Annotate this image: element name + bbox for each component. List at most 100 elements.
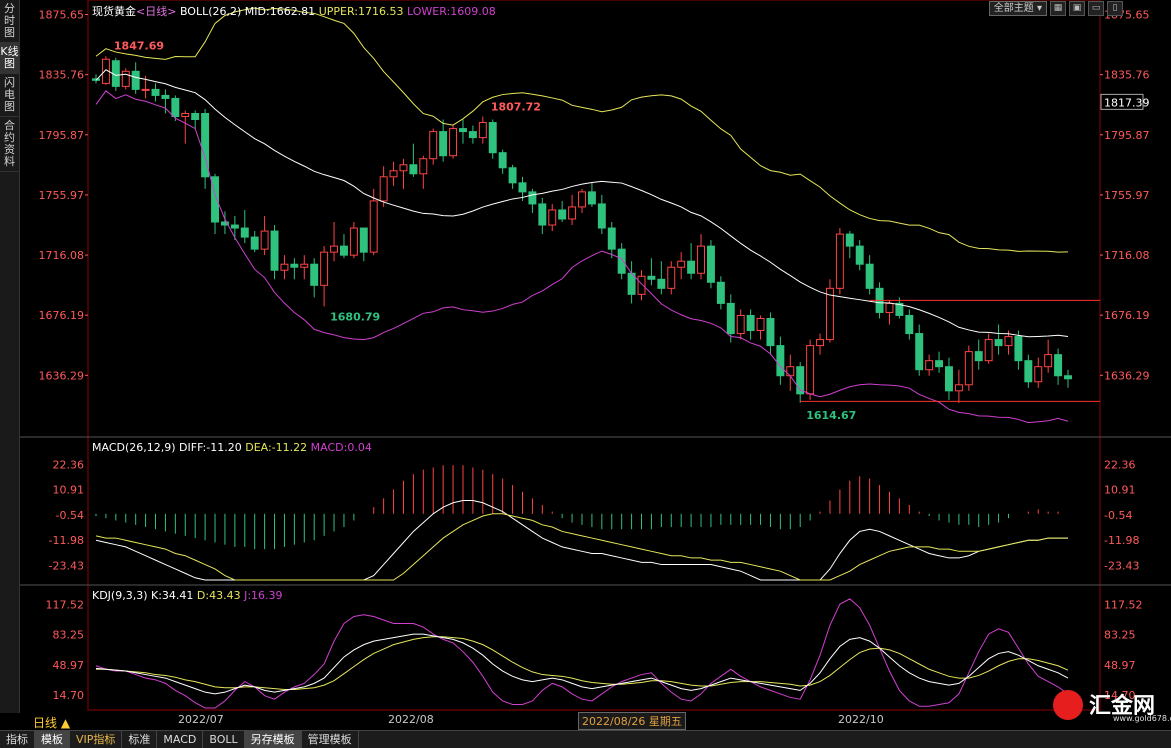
price-tick-right: 1835.76: [1104, 69, 1150, 82]
candle-body: [865, 263, 874, 289]
candle-body: [806, 345, 815, 395]
candle-body: [1004, 336, 1013, 347]
macd-panel-frame: [87, 436, 1101, 586]
macd-tick-left: -0.54: [56, 509, 84, 522]
tab-timeshare[interactable]: 分时图: [0, 0, 19, 43]
candle-body: [399, 164, 408, 172]
candle-body: [131, 70, 140, 90]
annotation-low2: 1614.67: [806, 409, 856, 422]
tab-manage-templates[interactable]: 管理模板: [302, 731, 359, 748]
price-tick-left: 1795.87: [39, 129, 85, 142]
window-icon[interactable]: ▣: [1069, 1, 1085, 16]
kdj-tick-left: 48.97: [53, 659, 85, 672]
kdj-k-line: [95, 633, 1069, 695]
candle-body: [558, 209, 567, 220]
current-price-label: 1817.39: [1104, 96, 1150, 109]
kdj-tick-right: 83.25: [1104, 629, 1136, 642]
candle-body: [825, 287, 834, 341]
candle-body: [468, 131, 477, 139]
period-tag: <日线>: [136, 5, 177, 18]
macd-dea-line: [95, 513, 1068, 581]
cursor-date: 2022/08/26 星期五: [578, 712, 686, 730]
candle-body: [488, 122, 497, 154]
macd-tick-right: -0.54: [1104, 509, 1132, 522]
kdj-tick-right: 48.97: [1104, 659, 1136, 672]
macd-tick-left: 22.36: [53, 458, 85, 471]
tab-save-template[interactable]: 另存模板: [244, 731, 302, 748]
tab-boll[interactable]: BOLL: [203, 731, 245, 748]
price-tick-left: 1755.97: [39, 189, 85, 202]
top-controls: 全部主题 ▾ ▦ ▣ ▭ ▯: [988, 1, 1123, 16]
kdj-panel-frame: [87, 584, 1101, 711]
macd-tick-right: 22.36: [1104, 458, 1136, 471]
candle-body: [756, 317, 765, 332]
candle-body: [766, 317, 775, 347]
candle-body: [528, 191, 537, 205]
candle-body: [171, 97, 180, 118]
boll-upper: UPPER:1716.53: [318, 5, 404, 18]
period-selector[interactable]: 日线 ▲: [33, 716, 71, 730]
tab-standard[interactable]: 标准: [122, 731, 158, 748]
candle-body: [538, 203, 547, 226]
candle-body: [597, 203, 606, 229]
brand-logo: 汇金网 www.gold678.com: [1053, 688, 1171, 726]
layout-icon[interactable]: ▦: [1050, 1, 1066, 16]
candle-body: [796, 366, 805, 395]
candle-body: [1014, 336, 1023, 362]
theme-dropdown[interactable]: 全部主题 ▾: [988, 1, 1047, 16]
candle-body: [161, 94, 170, 99]
candle-body: [885, 302, 894, 313]
price-tick-left: 1835.76: [39, 69, 85, 82]
macd-tick-left: -23.43: [49, 560, 84, 573]
tab-flash-chart[interactable]: 闪电图: [0, 74, 19, 117]
candle-body: [1024, 360, 1033, 383]
annotation-high2: 1807.72: [491, 101, 541, 114]
macd-tick-right: -23.43: [1104, 560, 1139, 573]
date-label-oct: 2022/10: [838, 713, 884, 726]
candle-body: [300, 263, 309, 268]
candle-body: [220, 221, 229, 226]
candle-body: [607, 227, 616, 250]
candle-body: [706, 245, 715, 283]
tab-kline[interactable]: K线图: [0, 43, 19, 74]
panel-icon[interactable]: ▭: [1088, 1, 1104, 16]
candle-body: [954, 384, 963, 392]
candle-body: [1064, 375, 1072, 380]
candle-body: [379, 176, 388, 202]
boll-mid: MID:1662.81: [244, 5, 316, 18]
split-icon[interactable]: ▯: [1107, 1, 1123, 16]
candle-body: [191, 113, 200, 121]
candle-body: [449, 128, 458, 157]
boll-mid-line: [95, 69, 1069, 338]
tab-indicators[interactable]: 指标: [0, 731, 35, 748]
macd-label: MACD(26,12,9): [92, 441, 176, 454]
candle-body: [310, 263, 319, 286]
price-tick-right: 1716.08: [1104, 249, 1150, 262]
tab-vip-indicators[interactable]: VIP指标: [70, 731, 123, 748]
candle-body: [786, 366, 795, 377]
candle-body: [330, 245, 339, 253]
candle-body: [835, 233, 844, 289]
candle-body: [776, 345, 785, 377]
date-label-jul: 2022/07: [178, 713, 224, 726]
candle-body: [667, 266, 676, 289]
candle-body: [359, 227, 368, 253]
kdj-d-line: [96, 636, 1069, 691]
candle-body: [726, 302, 735, 335]
candle-body: [181, 113, 190, 118]
tab-templates[interactable]: 模板: [35, 731, 70, 748]
boll-upper-line: [95, 7, 1069, 253]
macd-tick-right: 10.91: [1104, 484, 1136, 497]
left-sidebar: 分时图 K线图 闪电图 合约资料: [0, 0, 20, 713]
tab-macd[interactable]: MACD: [157, 731, 204, 748]
current-price-box: [1100, 93, 1144, 110]
tab-contract-info[interactable]: 合约资料: [0, 117, 19, 172]
date-label-aug: 2022/08: [388, 713, 434, 726]
candle-body: [974, 351, 983, 362]
candle-body: [578, 191, 586, 208]
kdj-tick-left: 117.52: [46, 599, 85, 612]
macd-tick-right: -11.98: [1104, 534, 1139, 547]
candle-body: [201, 113, 210, 178]
candle-body: [349, 227, 358, 256]
